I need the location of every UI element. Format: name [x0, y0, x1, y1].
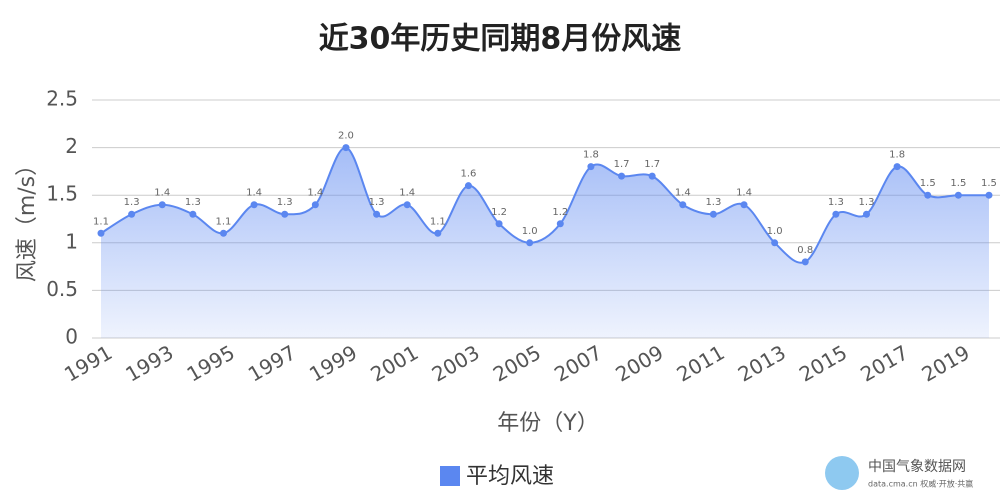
point: [679, 201, 687, 209]
point: [893, 163, 901, 171]
value-label: 1.5: [981, 178, 997, 189]
value-label: 2.0: [338, 131, 354, 142]
value-label: 1.5: [950, 178, 966, 189]
point: [189, 210, 197, 218]
value-label: 1.4: [307, 188, 323, 199]
point: [801, 258, 809, 266]
value-label: 1.3: [705, 197, 721, 208]
x-tick-label: 2003: [428, 340, 484, 386]
point: [464, 182, 472, 190]
x-tick-label: 2019: [918, 340, 974, 386]
watermark: 中国气象数据网 data.cma.cn 权威·开放·共赢: [825, 456, 973, 490]
point: [648, 172, 656, 180]
x-tick-label: 2009: [611, 340, 667, 386]
value-label: 1.3: [185, 197, 201, 208]
point: [495, 220, 503, 228]
value-label: 1.7: [614, 159, 630, 170]
value-label: 1.1: [93, 216, 109, 227]
value-label: 1.1: [430, 216, 446, 227]
chart-title: 近30年历史同期8月份风速: [319, 22, 682, 57]
point: [709, 210, 717, 218]
x-axis-label: 年份（Y）: [497, 411, 598, 436]
value-label: 1.5: [920, 178, 936, 189]
value-label: 0.8: [797, 245, 813, 256]
value-label: 1.1: [216, 216, 232, 227]
value-label: 1.4: [246, 188, 262, 199]
point: [985, 191, 993, 199]
value-label: 1.4: [675, 188, 691, 199]
x-tick-label: 1995: [183, 340, 239, 386]
value-label: 1.3: [124, 197, 140, 208]
legend-swatch: [440, 466, 460, 486]
watermark-name: 中国气象数据网: [868, 459, 966, 475]
value-label: 1.2: [552, 207, 568, 218]
x-tick-label: 1993: [121, 340, 177, 386]
value-label: 1.8: [889, 150, 905, 161]
value-label: 1.0: [522, 226, 538, 237]
point: [954, 191, 962, 199]
point: [832, 210, 840, 218]
value-label: 1.0: [767, 226, 783, 237]
x-tick-label: 2013: [734, 340, 790, 386]
y-tick-label: 2: [65, 134, 78, 158]
x-tick-label: 2011: [673, 340, 729, 386]
x-tick-label: 2001: [366, 340, 422, 386]
y-tick-label: 1: [65, 229, 78, 253]
point: [618, 172, 626, 180]
x-tick-label: 2005: [489, 340, 545, 386]
point: [158, 201, 166, 209]
point: [342, 144, 350, 152]
point: [740, 201, 748, 209]
value-label: 1.2: [491, 207, 507, 218]
y-tick-label: 1.5: [46, 182, 78, 206]
point: [97, 229, 105, 237]
value-label: 1.4: [399, 188, 415, 199]
x-tick-label: 1997: [244, 340, 300, 386]
y-tick-label: 0.5: [46, 277, 78, 301]
value-label: 1.3: [277, 197, 293, 208]
point: [250, 201, 258, 209]
y-tick-label: 0: [65, 325, 78, 349]
legend-label: 平均风速: [466, 464, 554, 489]
x-tick-label: 2017: [856, 340, 912, 386]
value-label: 1.3: [828, 197, 844, 208]
watermark-url: data.cma.cn 权威·开放·共赢: [868, 479, 973, 489]
x-tick-label: 2007: [550, 340, 606, 386]
point: [311, 201, 319, 209]
point: [924, 191, 932, 199]
point: [434, 229, 442, 237]
value-label: 1.4: [736, 188, 752, 199]
point: [863, 210, 870, 218]
value-label: 1.3: [369, 197, 385, 208]
point: [403, 201, 411, 209]
point: [219, 229, 227, 237]
point: [373, 210, 381, 218]
value-label: 1.3: [859, 197, 875, 208]
value-label: 1.4: [154, 188, 170, 199]
area: [101, 147, 989, 338]
value-label: 1.6: [460, 169, 476, 180]
point: [771, 239, 779, 247]
point: [128, 210, 136, 218]
y-axis-label: 风速（m/s）: [15, 154, 40, 282]
x-tick-label: 1999: [305, 340, 361, 386]
value-label: 1.7: [644, 159, 660, 170]
point: [587, 163, 595, 171]
y-tick-label: 2.5: [46, 87, 78, 111]
watermark-logo: [825, 456, 859, 490]
point: [526, 239, 534, 247]
point: [281, 210, 289, 218]
value-label: 1.8: [583, 150, 599, 161]
point: [556, 220, 564, 228]
x-tick-label: 2015: [795, 340, 851, 386]
